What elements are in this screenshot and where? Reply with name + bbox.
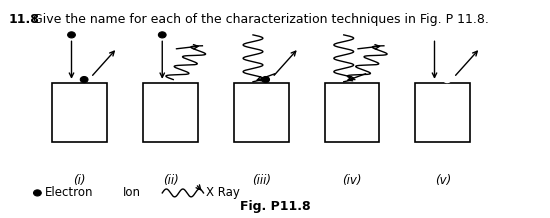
Text: Ion: Ion bbox=[123, 186, 141, 199]
Ellipse shape bbox=[262, 77, 270, 83]
Ellipse shape bbox=[112, 190, 119, 196]
Ellipse shape bbox=[68, 32, 75, 38]
Text: 11.8: 11.8 bbox=[8, 13, 39, 26]
Text: (ii): (ii) bbox=[163, 174, 178, 187]
Text: X Ray: X Ray bbox=[206, 186, 240, 199]
FancyBboxPatch shape bbox=[415, 83, 470, 142]
Ellipse shape bbox=[443, 77, 451, 83]
Text: (v): (v) bbox=[434, 174, 451, 187]
Ellipse shape bbox=[158, 32, 166, 38]
FancyBboxPatch shape bbox=[143, 83, 198, 142]
Ellipse shape bbox=[34, 190, 41, 196]
Text: Give the name for each of the characterization techniques in Fig. P 11.8.: Give the name for each of the characteri… bbox=[29, 13, 489, 26]
Ellipse shape bbox=[431, 32, 438, 38]
Ellipse shape bbox=[80, 77, 88, 83]
Text: Electron: Electron bbox=[45, 186, 94, 199]
FancyBboxPatch shape bbox=[324, 83, 380, 142]
Text: (iv): (iv) bbox=[342, 174, 362, 187]
Text: Fig. P11.8: Fig. P11.8 bbox=[240, 199, 310, 213]
Text: (i): (i) bbox=[74, 174, 86, 187]
FancyBboxPatch shape bbox=[234, 83, 289, 142]
FancyBboxPatch shape bbox=[52, 83, 107, 142]
Text: (iii): (iii) bbox=[252, 174, 271, 187]
